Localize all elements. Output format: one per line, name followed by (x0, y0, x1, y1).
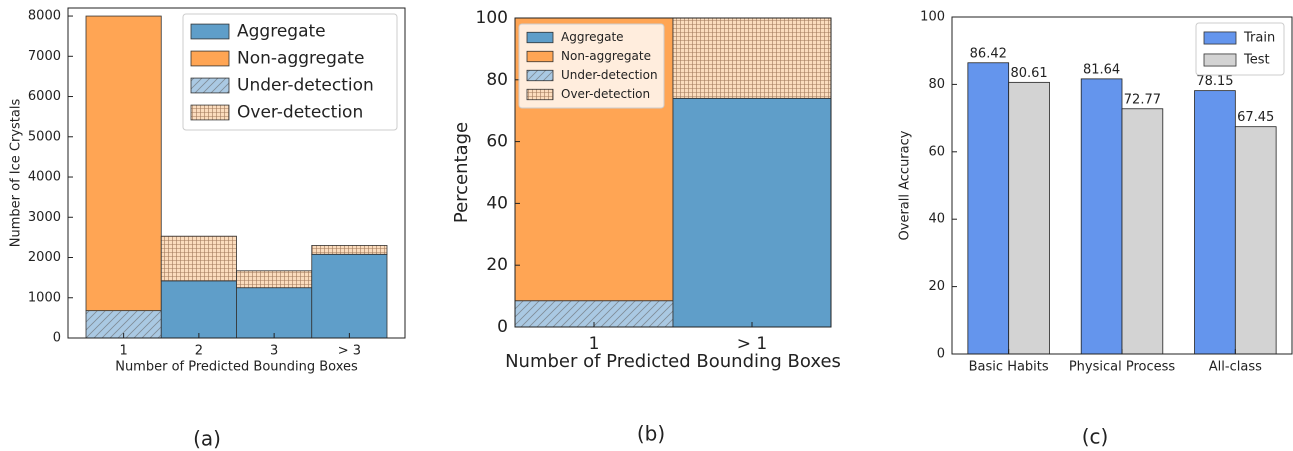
legend-box (518, 23, 665, 109)
y-tick-label: 80 (928, 77, 945, 92)
bar-segment (311, 253, 388, 339)
bar-segment (311, 245, 388, 255)
y-tick-label: 3000 (28, 210, 61, 225)
plot-frame (514, 17, 832, 328)
y-tick-label: 1000 (28, 290, 61, 305)
x-tick-label: All-class (1209, 360, 1262, 375)
y-tick-label: 80 (486, 70, 508, 90)
legend-box (182, 13, 398, 131)
y-tick-label: 60 (928, 144, 945, 159)
legend-label: Aggregate (561, 30, 624, 44)
legend-swatch (1203, 31, 1237, 45)
x-tick-label: Basic Habits (969, 360, 1049, 375)
x-axis-label: Number of Predicted Bounding Boxes (505, 351, 841, 372)
x-tick-label: 1 (589, 334, 600, 354)
caption: (a) (193, 427, 221, 451)
y-tick-label: 40 (928, 212, 945, 227)
y-axis-label: Number of Ice Crystals (9, 99, 24, 248)
y-tick-label: 2000 (28, 250, 61, 265)
bar (1121, 108, 1164, 355)
data-label: 72.77 (1124, 92, 1161, 107)
plot-frame (67, 7, 406, 339)
bar-segment (672, 17, 832, 99)
x-axis-label: Number of Predicted Bounding Boxes (115, 360, 358, 375)
legend-swatch (526, 31, 554, 44)
legend-label: Over-detection (561, 87, 650, 101)
bar-segment (85, 15, 162, 312)
bar-segment (672, 97, 832, 328)
y-tick-label: 60 (486, 132, 508, 152)
data-label: 81.64 (1083, 62, 1120, 77)
legend-swatch (1203, 53, 1237, 67)
legend-label: Aggregate (237, 22, 326, 42)
legend-label: Over-detection (237, 103, 363, 123)
legend-swatch (190, 77, 230, 94)
legend-swatch (526, 88, 554, 101)
x-tick-label: 2 (195, 344, 203, 359)
x-tick-label: 1 (119, 344, 127, 359)
y-tick-label: 20 (486, 255, 508, 275)
y-tick-label: 7000 (28, 49, 61, 64)
bar (1234, 126, 1277, 355)
y-tick-label: 100 (920, 10, 945, 25)
legend-label: Non-aggregate (561, 49, 651, 63)
data-label: 86.42 (970, 46, 1007, 61)
legend-label: Test (1243, 53, 1270, 68)
y-tick-label: 4000 (28, 170, 61, 185)
legend-label: Non-aggregate (237, 49, 364, 69)
y-tick-label: 40 (486, 193, 508, 213)
legend-label: Train (1243, 31, 1275, 46)
bar-segment (160, 280, 237, 339)
y-tick-label: 5000 (28, 129, 61, 144)
caption: (c) (1082, 425, 1109, 449)
y-axis-label: Percentage (451, 122, 472, 223)
legend-swatch (190, 104, 230, 121)
legend-swatch (190, 23, 230, 40)
bar (967, 62, 1010, 355)
data-label: 78.15 (1196, 74, 1233, 89)
legend-swatch (190, 50, 230, 67)
x-tick-label: > 1 (737, 334, 767, 354)
bar (1008, 81, 1050, 355)
data-label: 67.45 (1237, 110, 1274, 125)
y-tick-label: 6000 (28, 89, 61, 104)
x-tick-label: Physical Process (1069, 360, 1176, 375)
bar (1080, 78, 1123, 355)
x-tick-label: > 3 (338, 344, 361, 359)
bar-segment (236, 270, 313, 289)
x-tick-label: 3 (270, 344, 278, 359)
y-tick-label: 0 (937, 347, 945, 362)
y-axis-label: Overall Accuracy (898, 130, 913, 240)
data-label: 80.61 (1010, 66, 1047, 81)
y-tick-label: 100 (476, 8, 508, 28)
y-tick-label: 0 (497, 317, 508, 337)
legend-label: Under-detection (237, 76, 374, 96)
bar-segment (160, 235, 237, 282)
caption: (b) (637, 422, 665, 446)
bar (1194, 90, 1236, 355)
bar-segment (236, 287, 313, 339)
y-tick-label: 0 (53, 331, 61, 346)
legend-label: Under-detection (561, 68, 658, 82)
y-tick-label: 20 (928, 279, 945, 294)
legend-swatch (526, 69, 554, 82)
y-tick-label: 8000 (28, 9, 61, 24)
legend-swatch (526, 50, 554, 63)
